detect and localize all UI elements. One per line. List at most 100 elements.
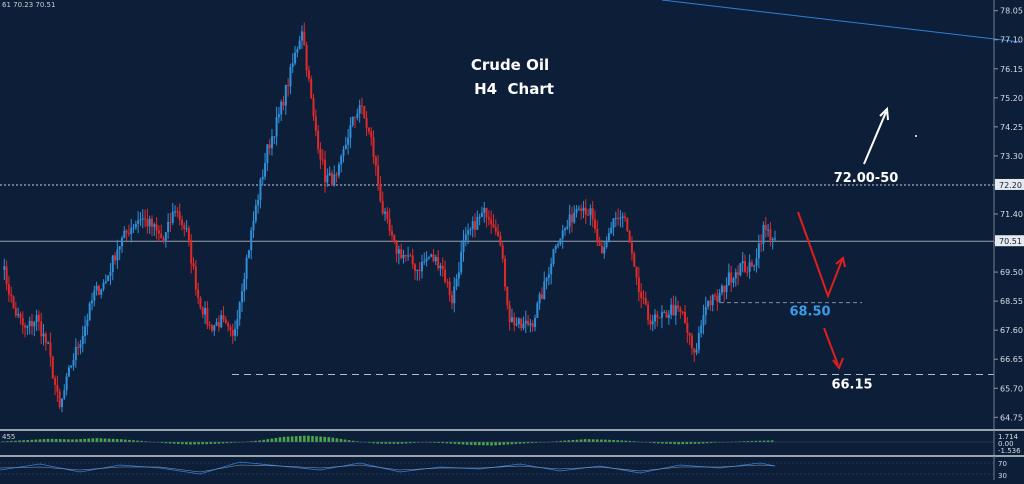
candle bbox=[674, 296, 677, 325]
candle bbox=[187, 225, 190, 247]
candle bbox=[513, 312, 516, 332]
macd-bar bbox=[339, 438, 343, 442]
candle bbox=[483, 202, 486, 223]
candle bbox=[169, 212, 172, 233]
candle bbox=[266, 144, 269, 172]
candle bbox=[17, 307, 20, 319]
candle bbox=[679, 306, 682, 319]
macd-bar bbox=[18, 440, 21, 442]
macd-bar bbox=[665, 442, 668, 444]
macd-bar bbox=[282, 436, 286, 442]
candle bbox=[656, 310, 659, 327]
candle bbox=[141, 209, 144, 229]
macd-bar bbox=[6, 441, 9, 442]
candle bbox=[714, 292, 717, 301]
support-label-66-15: 66.15 bbox=[831, 378, 872, 393]
macd-bar bbox=[526, 442, 530, 444]
chart-subtitle: H4 Chart bbox=[474, 80, 554, 98]
candle bbox=[624, 212, 627, 222]
candle bbox=[492, 214, 495, 228]
candle bbox=[33, 320, 36, 337]
candle bbox=[626, 217, 629, 233]
macd-bar bbox=[673, 442, 676, 445]
candle bbox=[37, 310, 40, 331]
candle bbox=[709, 295, 712, 311]
macd-bar bbox=[290, 436, 294, 442]
candle bbox=[137, 211, 140, 234]
candle bbox=[190, 234, 193, 274]
macd-bar bbox=[648, 442, 652, 443]
candle bbox=[337, 162, 340, 179]
macd-bar bbox=[79, 439, 82, 442]
chart-title: Crude Oil bbox=[471, 56, 549, 74]
macd-bar bbox=[75, 439, 78, 442]
candle bbox=[774, 230, 776, 242]
candle bbox=[522, 316, 525, 331]
macd-bar bbox=[351, 440, 355, 442]
candle bbox=[471, 216, 474, 238]
macd-bar bbox=[26, 440, 30, 442]
candle bbox=[51, 355, 54, 379]
stoch-line-main bbox=[0, 461, 776, 475]
macd-bar bbox=[486, 442, 489, 446]
candle bbox=[280, 99, 283, 122]
candle bbox=[254, 199, 257, 224]
candle bbox=[529, 318, 532, 333]
macd-bar bbox=[534, 442, 538, 443]
macd-bar bbox=[766, 440, 770, 442]
price-axis: 78.0577.1076.1575.2074.2573.3072.3571.40… bbox=[994, 7, 1023, 422]
macd-bar bbox=[274, 437, 278, 442]
candle bbox=[354, 116, 357, 129]
candle bbox=[243, 272, 246, 302]
macd-bar bbox=[384, 442, 388, 444]
candle bbox=[155, 217, 158, 240]
candle bbox=[684, 304, 687, 324]
candle bbox=[654, 309, 657, 330]
candle bbox=[658, 317, 661, 319]
macd-bar bbox=[758, 440, 762, 442]
macd-bar bbox=[30, 439, 34, 442]
price-tick-label: 65.70 bbox=[1000, 384, 1023, 393]
candle bbox=[587, 208, 590, 216]
candle bbox=[72, 353, 75, 371]
candle bbox=[510, 308, 513, 323]
candle bbox=[344, 136, 347, 150]
macd-bar bbox=[742, 441, 746, 442]
candle bbox=[716, 289, 719, 311]
macd-bar bbox=[189, 442, 192, 445]
macd-bar bbox=[429, 442, 432, 443]
candle bbox=[617, 208, 620, 226]
candle bbox=[725, 277, 728, 300]
candle bbox=[564, 226, 567, 236]
candle bbox=[178, 203, 181, 226]
price-tick-label: 73.30 bbox=[1000, 152, 1023, 161]
candle bbox=[153, 222, 156, 236]
macd-bar bbox=[136, 440, 139, 442]
macd-bar bbox=[408, 442, 412, 444]
candle bbox=[319, 142, 322, 170]
macd-bar bbox=[677, 442, 680, 445]
macd-bar bbox=[278, 437, 282, 442]
candle bbox=[723, 285, 726, 302]
macd-bar bbox=[107, 438, 111, 442]
macd-bar bbox=[343, 439, 347, 442]
candle bbox=[370, 127, 373, 146]
candle bbox=[12, 295, 15, 309]
macd-bar bbox=[176, 442, 180, 444]
candle bbox=[550, 257, 553, 285]
candle bbox=[81, 325, 84, 353]
candle bbox=[755, 248, 758, 273]
candle bbox=[570, 206, 573, 233]
candle bbox=[446, 278, 449, 288]
candle bbox=[506, 286, 509, 310]
macd-bar bbox=[628, 440, 632, 442]
candle bbox=[711, 293, 714, 312]
candle bbox=[430, 253, 433, 258]
candle bbox=[400, 243, 403, 260]
candle bbox=[566, 219, 569, 230]
candle bbox=[282, 95, 285, 111]
macd-bar bbox=[453, 442, 457, 444]
candle bbox=[693, 347, 696, 363]
macd-bar bbox=[355, 441, 359, 442]
candle bbox=[487, 210, 490, 226]
